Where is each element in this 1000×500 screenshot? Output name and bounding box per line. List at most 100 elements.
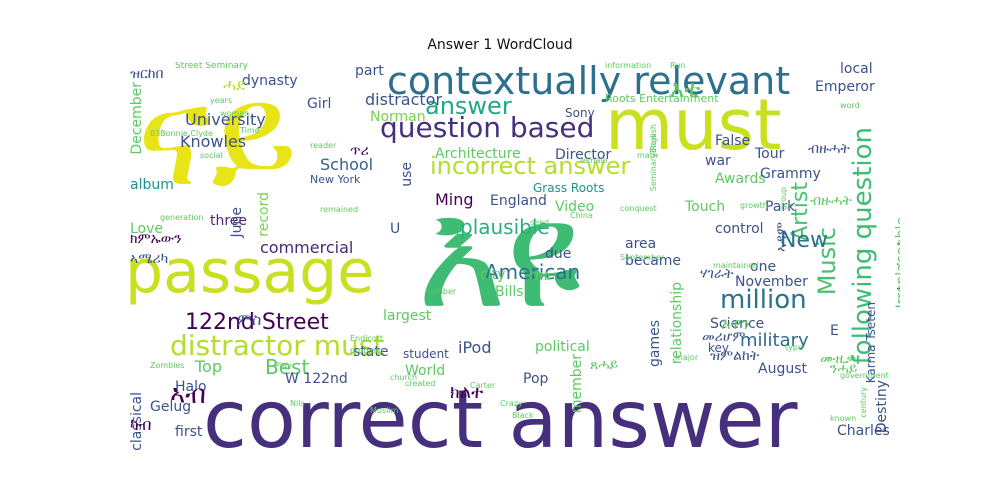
word-77: New York <box>310 173 361 186</box>
word-144: Nils <box>290 399 305 408</box>
word-27: commercial <box>260 238 354 257</box>
word-9: distractor must <box>170 329 385 362</box>
word-93: ክልተ <box>450 382 484 403</box>
chart-title: Answer 1 WordCloud <box>427 37 573 53</box>
word-102: ኣሜሪካ <box>130 251 169 267</box>
word-34: dynasty <box>242 73 298 89</box>
word-14: American <box>485 260 581 284</box>
word-68: political <box>535 339 590 355</box>
word-48: control <box>715 221 764 237</box>
word-118: problem <box>350 346 384 355</box>
word-88: ኣብ <box>170 380 206 410</box>
word-64: iPod <box>458 338 492 357</box>
word-22: distractor <box>365 90 443 109</box>
word-116: September <box>620 253 665 262</box>
word-60: W 122nd <box>285 371 348 387</box>
word-0: correct answer <box>203 373 798 451</box>
word-81: member <box>569 354 585 414</box>
word-42: Awards <box>715 171 766 187</box>
word-85: ዝርከበ <box>130 66 164 82</box>
word-139: Endicott <box>350 334 383 343</box>
word-7: incorrect answer <box>430 152 631 180</box>
word-75: Destiny <box>874 380 890 434</box>
word-57: Halo <box>175 379 207 395</box>
word-128: group <box>779 187 788 211</box>
word-92: ካብ <box>130 415 152 434</box>
word-36: Norman <box>370 109 426 125</box>
word-76: December <box>129 82 145 155</box>
word-80: Street Seminary <box>175 62 248 71</box>
word-111: female <box>580 156 608 165</box>
word-79: Roots Entertainment <box>605 92 719 105</box>
word-5: contextually relevant <box>387 62 791 103</box>
word-41: Touch <box>685 199 726 215</box>
word-70: local <box>840 62 873 77</box>
word-73: Irreplaceable <box>894 217 900 309</box>
word-138: Time <box>240 126 260 135</box>
word-133: Run <box>670 62 686 70</box>
word-89: እቲ <box>670 75 701 103</box>
word-51: one <box>750 259 777 275</box>
word-94: ግዜ <box>530 265 551 284</box>
word-90: ብዙሓት <box>808 141 850 157</box>
word-145: U <box>390 221 401 237</box>
word-21: University <box>185 110 266 129</box>
word-24: Ming <box>435 190 474 209</box>
word-132: major <box>675 353 699 362</box>
word-131: type <box>785 343 803 352</box>
word-50: became <box>625 253 682 269</box>
word-19: Best <box>265 355 310 379</box>
word-31: record <box>256 192 272 237</box>
word-17: New <box>780 228 828 253</box>
word-11: 122nd Street <box>185 310 329 335</box>
word-101: ክምኡውን <box>130 231 182 247</box>
word-37: Sony <box>565 106 595 120</box>
word-56: Top <box>195 357 222 376</box>
word-8: answer <box>425 92 512 120</box>
word-142: English <box>649 124 658 153</box>
word-71: Emperor <box>815 79 875 95</box>
word-82: games <box>647 320 663 368</box>
word-69: student <box>403 347 449 361</box>
word-112: social <box>200 151 223 160</box>
word-143: seed <box>530 218 550 227</box>
word-103: ሙዚቃ <box>820 351 856 367</box>
word-74: Charles <box>837 423 890 439</box>
word-119: Zombies <box>150 361 185 370</box>
word-52: November <box>735 274 808 290</box>
word-96: ዝምልከት <box>710 348 760 364</box>
word-53: Science <box>710 316 765 332</box>
word-1: passage <box>125 237 375 307</box>
word-20: Knowles <box>180 132 247 151</box>
word-110: reader <box>310 141 337 150</box>
word-45: Tour <box>755 146 785 162</box>
word-18: military <box>740 330 809 351</box>
word-33: Girl <box>307 96 332 112</box>
word-30: album <box>130 177 174 193</box>
word-137: number <box>425 287 457 296</box>
word-4: must <box>605 84 782 166</box>
word-114: China <box>570 211 593 220</box>
word-125: known <box>830 414 857 423</box>
word-39: Video <box>555 199 595 215</box>
word-38: England <box>490 193 547 209</box>
word-95: እዋን <box>721 314 750 333</box>
word-108: woman <box>220 109 250 118</box>
word-130: maintained <box>713 261 759 270</box>
word-61: World <box>405 363 446 379</box>
word-106: information <box>605 62 652 70</box>
word-46: Grammy <box>760 166 821 182</box>
word-2: ናይ <box>137 62 298 218</box>
word-99: መሪሆም <box>702 329 746 345</box>
word-105: ብዙሓት <box>810 193 852 209</box>
word-124: Black <box>512 411 534 420</box>
word-136: created <box>405 379 436 388</box>
word-25: Architecture <box>435 146 521 162</box>
word-58: Gelug <box>150 399 192 415</box>
word-49: area <box>625 236 657 252</box>
word-107: 03Bonnie Clyde <box>150 129 213 138</box>
word-32: June <box>229 207 245 238</box>
word-55: August <box>758 361 807 377</box>
word-43: war <box>705 153 731 169</box>
word-cloud: correct answer passage ናይ እዩ must contextuall… <box>125 62 900 450</box>
